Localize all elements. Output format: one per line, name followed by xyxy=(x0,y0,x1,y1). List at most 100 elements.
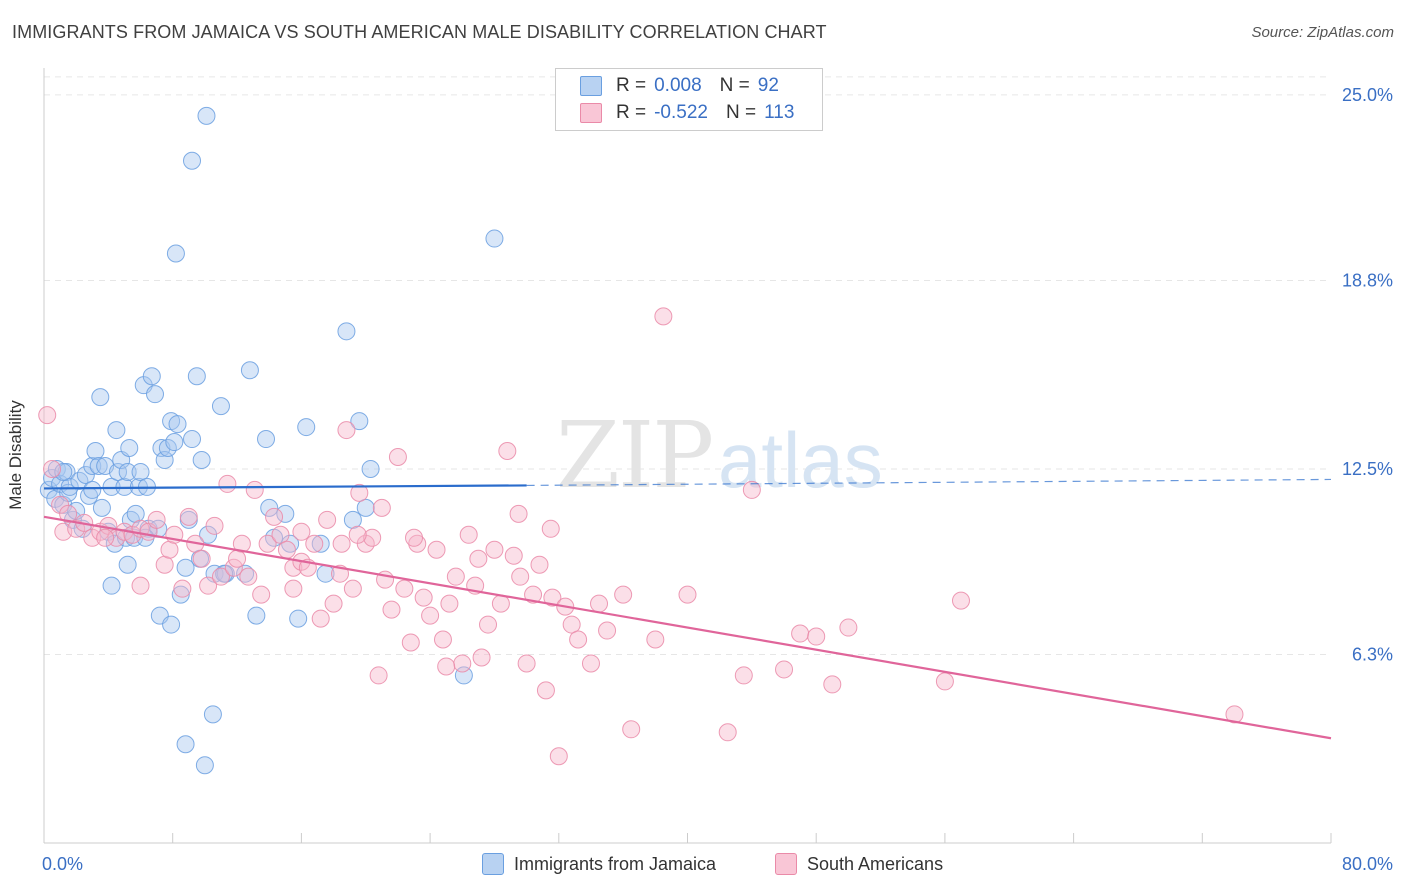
data-point xyxy=(166,244,185,263)
data-point xyxy=(240,361,259,380)
data-point xyxy=(187,367,206,386)
data-point xyxy=(549,747,568,766)
legend-r-value: -0.522 xyxy=(654,102,708,123)
data-point xyxy=(369,666,388,685)
data-point xyxy=(485,540,504,559)
data-point xyxy=(363,528,382,547)
data-point xyxy=(581,654,600,673)
data-point xyxy=(775,660,794,679)
data-point xyxy=(289,609,308,628)
data-point xyxy=(446,567,465,586)
watermark-atlas: atlas xyxy=(718,416,883,504)
data-point xyxy=(718,723,737,742)
data-point xyxy=(348,525,367,544)
y-tick-label: 6.3% xyxy=(1352,644,1393,664)
data-point xyxy=(109,462,128,481)
data-point xyxy=(155,555,174,574)
data-point xyxy=(199,525,218,544)
data-point xyxy=(131,462,150,481)
data-point xyxy=(485,229,504,248)
data-point xyxy=(305,534,324,553)
data-point xyxy=(511,567,530,586)
data-point xyxy=(271,525,290,544)
data-point xyxy=(614,585,633,604)
data-point xyxy=(228,549,247,568)
data-point xyxy=(311,609,330,628)
data-point xyxy=(459,525,478,544)
data-point xyxy=(388,447,407,466)
data-point xyxy=(324,594,343,613)
data-point xyxy=(54,462,73,481)
legend-swatch-south-americans xyxy=(580,103,602,123)
data-point xyxy=(562,615,581,634)
data-point xyxy=(343,510,362,529)
data-point xyxy=(372,498,391,517)
x-tick-label: 80.0% xyxy=(1342,854,1393,874)
data-point xyxy=(39,480,58,499)
data-point xyxy=(276,504,295,523)
legend-n-value: 113 xyxy=(764,102,795,123)
data-point xyxy=(469,549,488,568)
data-point xyxy=(598,621,617,640)
x-tick-label: 0.0% xyxy=(42,854,83,874)
y-tick-label: 18.8% xyxy=(1342,270,1393,290)
data-point xyxy=(401,633,420,652)
data-point xyxy=(195,756,214,775)
data-point xyxy=(281,534,300,553)
data-point xyxy=(126,504,145,523)
trend-lines xyxy=(43,478,1332,740)
data-point xyxy=(646,630,665,649)
data-point xyxy=(265,507,284,526)
data-point xyxy=(356,498,375,517)
data-point xyxy=(176,558,195,577)
data-point xyxy=(245,480,264,499)
data-point xyxy=(83,480,102,499)
data-point xyxy=(343,579,362,598)
data-point xyxy=(83,456,102,475)
data-point xyxy=(421,606,440,625)
data-point xyxy=(176,735,195,754)
data-point xyxy=(91,388,110,407)
data-point xyxy=(86,442,105,461)
data-point xyxy=(823,675,842,694)
data-point xyxy=(437,657,456,676)
watermark-zip: ZIP xyxy=(556,402,712,509)
data-point xyxy=(211,397,230,416)
data-point xyxy=(173,579,192,598)
data-point xyxy=(192,450,211,469)
data-point xyxy=(257,430,276,449)
data-point xyxy=(258,534,277,553)
trend-line-south-americans xyxy=(43,515,1332,740)
data-point xyxy=(734,666,753,685)
data-point xyxy=(102,576,121,595)
data-point xyxy=(43,459,62,478)
data-point xyxy=(543,588,562,607)
data-point xyxy=(951,591,970,610)
legend-n-label: N = xyxy=(725,102,757,123)
data-point xyxy=(155,450,174,469)
bottom-legend-swatch-jamaica xyxy=(482,853,504,875)
data-point xyxy=(590,594,609,613)
bottom-legend-jamaica: Immigrants from Jamaica xyxy=(482,852,716,876)
data-point xyxy=(433,630,452,649)
bottom-legend-south-americans: South Americans xyxy=(775,852,943,876)
data-point xyxy=(199,576,218,595)
data-point xyxy=(160,540,179,559)
legend-swatch-jamaica xyxy=(580,76,602,96)
data-point xyxy=(337,322,356,341)
legend-row-jamaica: R = 0.008 N = 92 xyxy=(580,73,779,99)
legend-n-label: N = xyxy=(719,75,750,96)
data-point xyxy=(284,579,303,598)
data-point xyxy=(118,555,137,574)
bottom-legend-label-jamaica: Immigrants from Jamaica xyxy=(514,853,717,874)
data-point xyxy=(1225,705,1244,724)
source-label: Source: ZipAtlas.com xyxy=(1251,24,1394,41)
data-point xyxy=(162,615,181,634)
data-point xyxy=(395,579,414,598)
data-point xyxy=(192,549,211,568)
data-point xyxy=(536,681,555,700)
bottom-legend-swatch-south-americans xyxy=(775,853,797,875)
data-point xyxy=(504,546,523,565)
data-point xyxy=(509,504,528,523)
